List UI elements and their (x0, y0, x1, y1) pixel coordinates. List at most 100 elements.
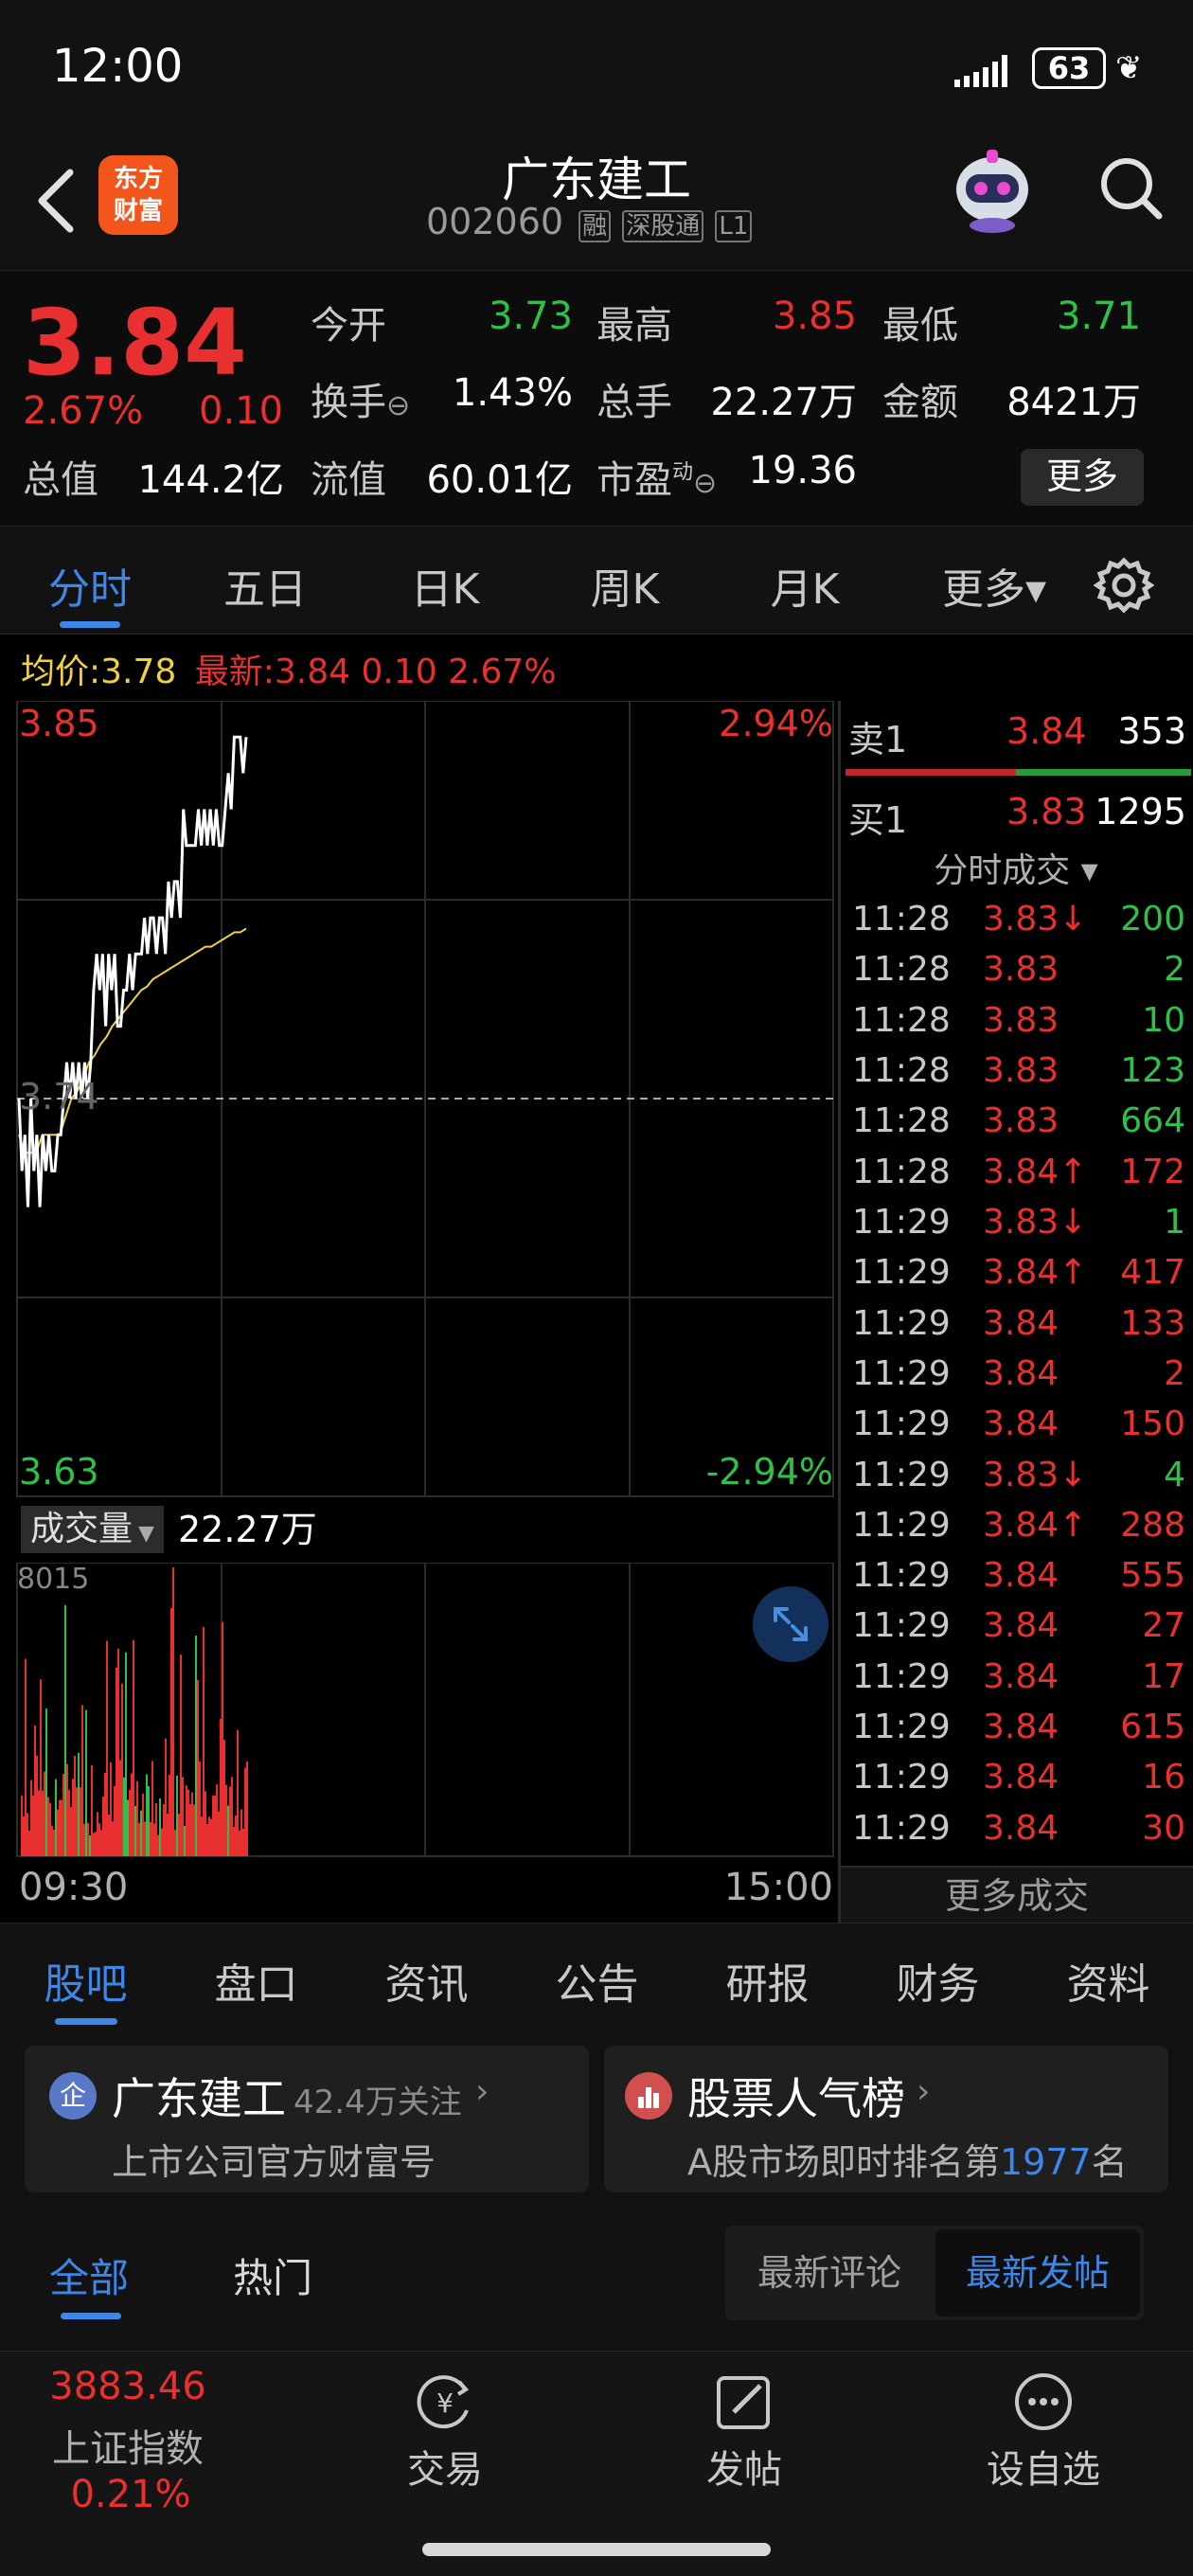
volume-bar (59, 1799, 61, 1856)
volume-bar (212, 1795, 214, 1856)
trade-row: 11:29 3.84 30 (841, 1809, 1191, 1858)
volume-bar (108, 1814, 110, 1856)
volume-bar (70, 1806, 72, 1856)
volume-bar (66, 1763, 68, 1856)
volume-bar (53, 1829, 55, 1856)
app-logo[interactable]: 东方 财富 (98, 155, 178, 235)
volume-indicator-dropdown[interactable]: 成交量 ▼ (21, 1506, 164, 1553)
company-account-card[interactable]: 企 广东建工 42.4万关注 › 上市公司官方财富号 (25, 2046, 589, 2192)
chart-settings-button[interactable] (1093, 555, 1155, 616)
volume-bar (146, 1774, 148, 1856)
value-amount: 8421万 (1006, 381, 1141, 424)
tab-daily-k[interactable]: 日K (410, 565, 480, 614)
volume-bar (45, 1708, 47, 1856)
trade-time: 11:29 (852, 1202, 951, 1242)
y-min-label: 3.63 (19, 1451, 99, 1493)
tab-intraday[interactable]: 分时 (48, 565, 132, 614)
trade-row: 11:29 3.84 2 (841, 1354, 1191, 1404)
trade-price: 3.84 (983, 1606, 1059, 1646)
trade-row: 11:29 3.84 133 (841, 1304, 1191, 1353)
volume-bar (157, 1834, 159, 1856)
volume-bar (38, 1790, 40, 1856)
more-circle-icon (1015, 2373, 1072, 2430)
volume-bar (89, 1835, 91, 1856)
index-ticker[interactable]: 3883.46 上证指数0.21% (0, 2365, 256, 2516)
more-trades-button[interactable]: 更多成交 (841, 1866, 1193, 1923)
rank-prefix: A股市场即时排名第 (687, 2141, 1000, 2183)
nav-post-label: 发帖 (706, 2448, 782, 2492)
stock-code: 002060 (426, 201, 564, 242)
label-volume: 总手 (596, 381, 672, 424)
volume-bar (80, 1787, 81, 1856)
tab-news[interactable]: 资讯 (384, 1960, 469, 2009)
change-pct: 2.67% (23, 389, 144, 433)
trade-row: 11:29 3.84 150 (841, 1404, 1191, 1454)
tab-forum[interactable]: 股吧 (44, 1960, 128, 2009)
value-pe: 19.36 (748, 449, 857, 492)
volume-bar (182, 1777, 184, 1856)
volume-bar (81, 1705, 83, 1856)
pct-min-label: -2.94% (705, 1451, 833, 1493)
trade-time: 11:29 (852, 1353, 951, 1393)
trade-price: 3.84 (983, 1708, 1059, 1747)
volume-bar (155, 1802, 157, 1856)
volume-bar (127, 1799, 129, 1856)
volume-bar (112, 1821, 114, 1856)
volume-bar (153, 1823, 155, 1856)
label-low: 最低 (882, 304, 958, 348)
signal-icon (954, 55, 1015, 87)
tab-five-day[interactable]: 五日 (223, 565, 307, 614)
rank-card-title: 股票人气榜 (687, 2073, 905, 2124)
filter-hot[interactable]: 热门 (233, 2255, 313, 2301)
avg-value: 3.78 (100, 653, 177, 691)
expand-chart-button[interactable] (753, 1586, 828, 1662)
tab-profile[interactable]: 资料 (1066, 1960, 1150, 2009)
back-button[interactable] (30, 163, 87, 239)
volume-bar (235, 1815, 237, 1856)
nav-post[interactable]: 发帖 (650, 2369, 839, 2494)
trade-time: 11:29 (852, 1758, 951, 1798)
volume-bar (21, 1795, 23, 1856)
popularity-rank-card[interactable]: 股票人气榜 › A股市场即时排名第1977名 (604, 2046, 1168, 2192)
info-icon: ⊖ (693, 467, 718, 500)
sort-latest-comment[interactable]: 最新评论 (757, 2252, 901, 2294)
last-price: 3.84 (23, 290, 247, 396)
trades-title-dropdown[interactable]: 分时成交 ▾ (934, 851, 1098, 890)
tab-weekly-k[interactable]: 周K (590, 565, 660, 614)
volume-bar (240, 1809, 242, 1856)
nav-trade[interactable]: ¥ 交易 (350, 2369, 540, 2494)
search-button[interactable] (1098, 152, 1165, 227)
more-quote-button[interactable]: 更多 (1021, 449, 1144, 506)
tab-research[interactable]: 研报 (725, 1960, 810, 2009)
tab-orderbook[interactable]: 盘口 (214, 1960, 298, 2009)
label-turnover[interactable]: 换手⊖ (311, 371, 410, 426)
y-max-label: 3.85 (19, 703, 99, 744)
nav-watchlist[interactable]: 设自选 (949, 2369, 1138, 2494)
volume-bar (187, 1789, 189, 1856)
label-market-cap: 总值 (23, 458, 98, 502)
volume-bar (148, 1786, 150, 1856)
trade-time: 11:29 (852, 1303, 951, 1343)
volume-bar (237, 1729, 239, 1856)
volume-bar (36, 1755, 38, 1856)
volume-chart[interactable] (0, 1563, 838, 1875)
volume-bar (244, 1767, 246, 1856)
tag-level: L1 (715, 210, 753, 242)
volume-total: 22.27万 (178, 1509, 317, 1550)
index-name-row: 上证指数0.21% (0, 2418, 256, 2516)
price-chart[interactable] (0, 701, 838, 1591)
tab-finance[interactable]: 财务 (896, 1960, 980, 2009)
volume-bar (85, 1709, 87, 1856)
robot-assistant-icon[interactable] (947, 142, 1038, 233)
chevron-down-icon: ▼ (138, 1522, 154, 1546)
trade-time: 11:29 (852, 1708, 951, 1747)
label-pe[interactable]: 市盈动⊖ (596, 449, 717, 504)
filter-all[interactable]: 全部 (49, 2255, 130, 2301)
sort-latest-post[interactable]: 最新发帖 (935, 2229, 1140, 2317)
tab-monthly-k[interactable]: 月K (770, 565, 840, 614)
buy-ratio-bar (1016, 769, 1191, 776)
trade-time: 11:29 (852, 1404, 951, 1444)
tab-announcements[interactable]: 公告 (555, 1960, 639, 2009)
trade-row: 11:29 3.83↓ 1 (841, 1203, 1191, 1252)
tab-more[interactable]: 更多▾ (941, 565, 1047, 614)
